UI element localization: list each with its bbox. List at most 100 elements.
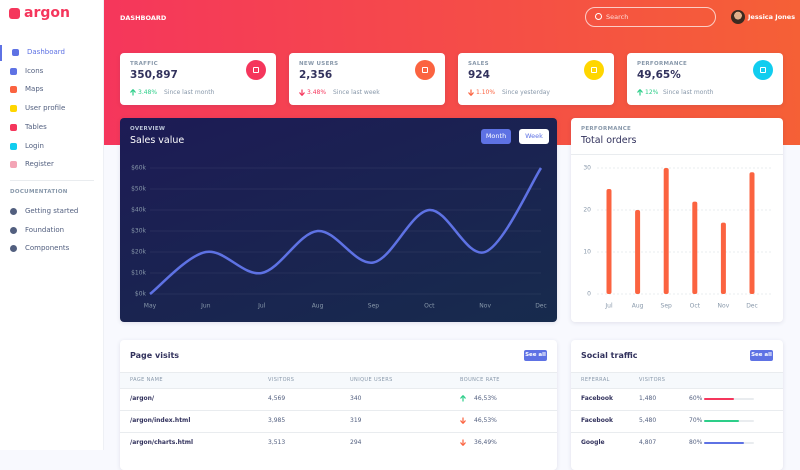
x-tick-label: May — [144, 303, 157, 310]
progress-bar — [704, 441, 744, 444]
brand-icon — [9, 8, 20, 19]
stat-change: 3.48% — [307, 89, 327, 96]
column-header: UNIQUE USERS — [350, 377, 393, 383]
nav-item[interactable]: Icons — [0, 64, 104, 80]
progress-bar — [704, 397, 734, 400]
stat-note: Since yesterday — [502, 89, 550, 96]
progress-bar — [704, 419, 739, 422]
card-title: Page visits — [130, 351, 180, 360]
progress-track — [704, 397, 754, 400]
bar — [720, 222, 726, 294]
doc-icon — [10, 245, 17, 253]
line-chart: $0k $10k $20k $30k $40k $50k $60k May Jun Jul Aug S… — [131, 165, 547, 310]
nav-label: Register — [25, 160, 54, 169]
see-all-button[interactable]: See all — [750, 350, 773, 361]
toggle-button[interactable]: Week — [519, 129, 549, 144]
table-header — [571, 372, 783, 388]
nav-label: Icons — [25, 66, 44, 75]
doc-label: Foundation — [25, 225, 65, 234]
see-all-button[interactable]: See all — [524, 350, 547, 361]
arrow-path — [130, 89, 136, 96]
stat-card: TRAFFIC 350,897 3.48% Since last month — [120, 53, 276, 105]
stat-note: Since last month — [663, 89, 714, 96]
search-box[interactable]: Search — [585, 7, 716, 27]
row-divider — [571, 432, 783, 433]
y-tick-label: $40k — [131, 207, 146, 214]
y-tick-label: $60k — [131, 165, 146, 172]
x-tick-label: Aug — [312, 303, 324, 310]
percent: 60% — [689, 395, 703, 402]
nav-icon — [10, 86, 17, 94]
brand[interactable]: argon — [24, 5, 70, 21]
bar — [692, 201, 698, 294]
doc-item[interactable]: Components — [0, 241, 104, 257]
arrow-path — [637, 89, 643, 96]
nav-item[interactable]: Maps — [0, 82, 104, 98]
x-tick-label: Jul — [257, 303, 266, 310]
page-name: /argon/charts.html — [130, 439, 194, 446]
x-tick-label: Nov — [718, 303, 730, 310]
stat-icon-glyph — [422, 67, 428, 73]
stat-change: 3.48% — [138, 89, 158, 96]
chart-title: Total orders — [581, 135, 637, 146]
y-tick-label: 0 — [587, 291, 591, 298]
doc-item[interactable]: Getting started — [0, 204, 104, 220]
x-tick-label: Dec — [746, 303, 758, 310]
nav-label: Dashboard — [27, 48, 65, 56]
bar — [749, 172, 755, 294]
stat-card: NEW USERS 2,356 3.48% Since last week — [289, 53, 445, 105]
chart-title: Sales value — [130, 135, 185, 146]
bounce-rate: 46,53% — [474, 417, 497, 424]
doc-label: Getting started — [25, 207, 79, 215]
visitors: 4,569 — [268, 395, 286, 402]
search-icon — [595, 13, 602, 20]
page-visits-card: Page visits See all PAGE NAME VISITORS UNIQU… — [120, 340, 557, 470]
sales-chart-card: OVERVIEW Sales value Month Week $0k $10k $20k $… — [120, 118, 557, 322]
nav-item[interactable]: Tables — [0, 120, 104, 136]
toggle-button[interactable]: Month — [481, 129, 511, 144]
x-tick-label: Aug — [632, 303, 644, 310]
nav-label: Maps — [25, 85, 44, 94]
stat-icon — [246, 60, 266, 80]
nav-item[interactable]: User profile — [0, 101, 104, 117]
doc-item[interactable]: Foundation — [0, 223, 104, 239]
section-title: DOCUMENTATION — [10, 189, 68, 195]
sidebar: argon DOCUMENTATION Dashboard Icons Maps Us… — [0, 0, 104, 450]
visitors: 1,480 — [639, 395, 657, 402]
nav-icon — [12, 49, 19, 56]
nav-item[interactable]: Login — [0, 139, 104, 155]
y-tick-label: 20 — [583, 207, 591, 214]
user-name[interactable]: Jessica Jones — [748, 13, 796, 21]
nav-item[interactable]: Dashboard — [0, 45, 104, 61]
nav-item[interactable]: Register — [0, 157, 104, 173]
row-divider — [120, 432, 557, 433]
x-tick-label: Nov — [479, 303, 491, 310]
stat-icon-glyph — [253, 67, 259, 73]
referral: Google — [581, 439, 605, 446]
row-divider — [120, 388, 557, 389]
nav-label: Login — [25, 141, 44, 150]
arrow-path — [460, 417, 466, 424]
page-name: /argon/ — [130, 395, 155, 402]
referral: Facebook — [581, 417, 613, 424]
x-tick-label: Jul — [604, 303, 613, 310]
visitors: 5,480 — [639, 417, 657, 424]
page: argon DOCUMENTATION Dashboard Icons Maps Us… — [0, 0, 800, 450]
stat-label: PERFORMANCE — [637, 61, 688, 67]
percent: 80% — [689, 439, 703, 446]
doc-label: Components — [25, 244, 70, 253]
stat-label: NEW USERS — [299, 61, 339, 67]
progress-track — [704, 419, 754, 422]
stat-value: 49,65% — [637, 69, 681, 81]
x-tick-label: Sep — [368, 303, 380, 310]
avatar[interactable] — [731, 10, 745, 24]
nav-icon — [10, 105, 17, 113]
visitors: 3,513 — [268, 439, 286, 446]
arrow-icon — [299, 89, 305, 96]
unique-users: 319 — [350, 417, 362, 424]
stat-value: 2,356 — [299, 69, 333, 81]
stat-card: SALES 924 1.10% Since yesterday — [458, 53, 614, 105]
column-header: VISITORS — [639, 377, 666, 383]
stat-card: PERFORMANCE 49,65% 12% Since last month — [627, 53, 783, 105]
progress-track — [704, 441, 754, 444]
